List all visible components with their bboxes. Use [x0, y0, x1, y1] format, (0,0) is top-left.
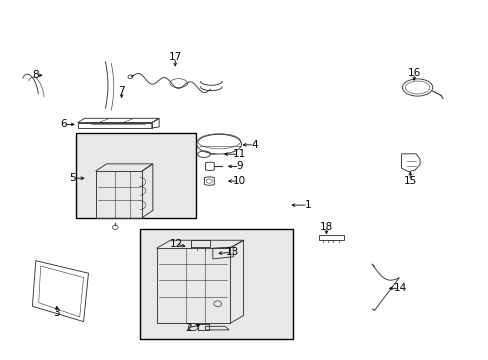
Bar: [76, 134, 195, 218]
Text: 7: 7: [118, 86, 124, 96]
Bar: [140, 229, 293, 338]
Text: 17: 17: [168, 52, 182, 62]
Text: 11: 11: [232, 149, 246, 159]
Text: 13: 13: [225, 247, 239, 257]
Text: 15: 15: [403, 176, 416, 186]
Text: 16: 16: [407, 68, 420, 78]
Text: 10: 10: [233, 176, 245, 186]
Text: 18: 18: [319, 222, 332, 232]
Text: 8: 8: [32, 70, 39, 80]
Text: 9: 9: [236, 161, 243, 171]
Text: 3: 3: [53, 309, 60, 318]
Text: 6: 6: [60, 120, 66, 129]
Text: 2: 2: [185, 323, 191, 333]
Text: 4: 4: [250, 140, 257, 150]
Text: 5: 5: [69, 173, 76, 183]
Text: 14: 14: [393, 283, 407, 293]
Text: 12: 12: [169, 239, 183, 249]
Text: 1: 1: [304, 200, 310, 210]
